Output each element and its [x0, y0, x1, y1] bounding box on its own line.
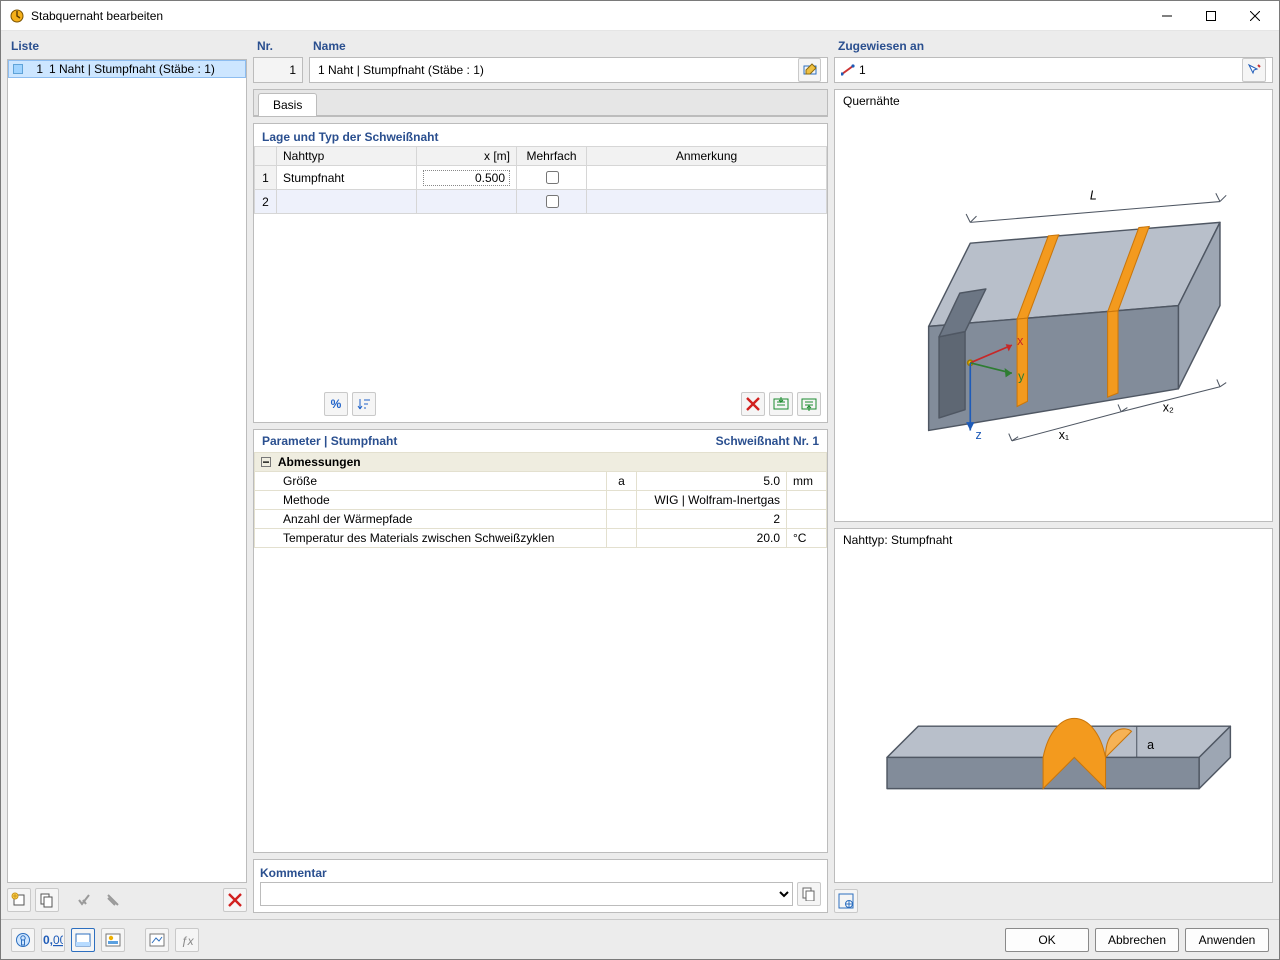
weld-grid-title: Lage und Typ der Schweißnaht	[254, 124, 827, 146]
svg-text:ƒx: ƒx	[181, 934, 195, 947]
multi-checkbox[interactable]	[546, 195, 559, 208]
cell-multi[interactable]	[517, 166, 587, 190]
param-row[interactable]: Anzahl der Wärmepfade 2	[255, 510, 827, 529]
svg-text:0,: 0,	[43, 933, 53, 947]
delete-row-button[interactable]	[741, 392, 765, 416]
name-input[interactable]	[316, 62, 794, 78]
rename-button[interactable]	[798, 58, 821, 82]
svg-text:x₁: x₁	[1059, 428, 1069, 442]
sort-button[interactable]	[352, 392, 376, 416]
list-color-swatch	[13, 64, 23, 74]
delete-in-list-button[interactable]	[223, 888, 247, 912]
param-row[interactable]: Größe a 5.0 mm	[255, 472, 827, 491]
svg-text:00: 00	[53, 933, 63, 947]
titlebar: Stabquernaht bearbeiten	[1, 1, 1279, 31]
units-button[interactable]: 0,00	[41, 928, 65, 952]
table-row[interactable]: 1 Stumpfnaht	[255, 166, 827, 190]
list-header: Liste	[7, 37, 247, 55]
multi-checkbox[interactable]	[546, 171, 559, 184]
window-title: Stabquernaht bearbeiten	[31, 9, 1145, 23]
view1-button[interactable]	[71, 928, 95, 952]
col-note[interactable]: Anmerkung	[587, 147, 827, 166]
tab-basis[interactable]: Basis	[258, 93, 317, 116]
member-icon	[841, 64, 855, 76]
col-x[interactable]: x [m]	[417, 147, 517, 166]
assigned-field[interactable]: 1	[834, 57, 1273, 83]
list-item-number: 1	[27, 62, 49, 76]
preview-top-diagram: x y z L	[835, 90, 1272, 521]
pick-member-button[interactable]	[1242, 58, 1266, 82]
nr-label: Nr.	[253, 37, 303, 55]
ok-button[interactable]: OK	[1005, 928, 1089, 952]
comment-library-button[interactable]	[797, 882, 821, 906]
svg-text:a: a	[1147, 738, 1154, 752]
weld-grid[interactable]: Nahttyp x [m] Mehrfach Anmerkung 1 Stump…	[254, 146, 827, 214]
comment-combo[interactable]	[260, 882, 793, 906]
param-row[interactable]: Methode WIG | Wolfram-Inertgas	[255, 491, 827, 510]
apply-button[interactable]: Anwenden	[1185, 928, 1269, 952]
cancel-button[interactable]: Abbrechen	[1095, 928, 1179, 952]
new-button[interactable]	[7, 888, 31, 912]
view2-button[interactable]	[101, 928, 125, 952]
table-row[interactable]: 2	[255, 190, 827, 214]
copy-button[interactable]	[35, 888, 59, 912]
entity-list[interactable]: 1 1 Naht | Stumpfnaht (Stäbe : 1)	[7, 59, 247, 883]
params-table[interactable]: − Abmessungen Größe a 5.0 mm Methode WIG…	[254, 452, 827, 548]
uncheckall-button[interactable]	[101, 888, 125, 912]
minimize-button[interactable]	[1145, 2, 1189, 30]
params-subtitle: Schweißnaht Nr. 1	[716, 434, 819, 448]
param-row[interactable]: Temperatur des Materials zwischen Schwei…	[255, 529, 827, 548]
preview-toggle-button[interactable]	[145, 928, 169, 952]
svg-text:y: y	[1018, 370, 1025, 384]
cell-weldtype[interactable]: Stumpfnaht	[277, 166, 417, 190]
assigned-label: Zugewiesen an	[834, 37, 1273, 55]
list-item-text: 1 Naht | Stumpfnaht (Stäbe : 1)	[49, 62, 215, 76]
name-label: Name	[309, 37, 828, 55]
export-button[interactable]	[797, 392, 821, 416]
close-button[interactable]	[1233, 2, 1277, 30]
preview-settings-button[interactable]	[834, 889, 858, 913]
app-icon	[9, 8, 25, 24]
nr-field: 1	[253, 57, 303, 83]
help-button[interactable]	[11, 928, 35, 952]
preview-bottom-diagram: a	[835, 529, 1272, 882]
col-weldtype[interactable]: Nahttyp	[277, 147, 417, 166]
script-button[interactable]: ƒx	[175, 928, 199, 952]
params-title: Parameter | Stumpfnaht	[262, 434, 397, 448]
checkall-button[interactable]	[73, 888, 97, 912]
svg-text:x: x	[1017, 334, 1024, 348]
cell-note[interactable]	[587, 166, 827, 190]
preview-bottom-caption: Nahttyp: Stumpfnaht	[843, 533, 952, 547]
name-field[interactable]	[309, 57, 828, 83]
percent-button[interactable]: %	[324, 392, 348, 416]
svg-text:L: L	[1090, 188, 1097, 202]
svg-text:x₂: x₂	[1163, 401, 1174, 415]
svg-text:z: z	[975, 428, 981, 442]
cell-x[interactable]	[417, 166, 517, 190]
import-button[interactable]	[769, 392, 793, 416]
x-input[interactable]	[423, 170, 510, 186]
col-multi[interactable]: Mehrfach	[517, 147, 587, 166]
maximize-button[interactable]	[1189, 2, 1233, 30]
list-item[interactable]: 1 1 Naht | Stumpfnaht (Stäbe : 1)	[8, 60, 246, 78]
comment-label: Kommentar	[260, 864, 821, 882]
tabs: Basis	[254, 90, 827, 116]
params-group[interactable]: − Abmessungen	[255, 453, 827, 472]
preview-top-caption: Quernähte	[843, 94, 900, 108]
